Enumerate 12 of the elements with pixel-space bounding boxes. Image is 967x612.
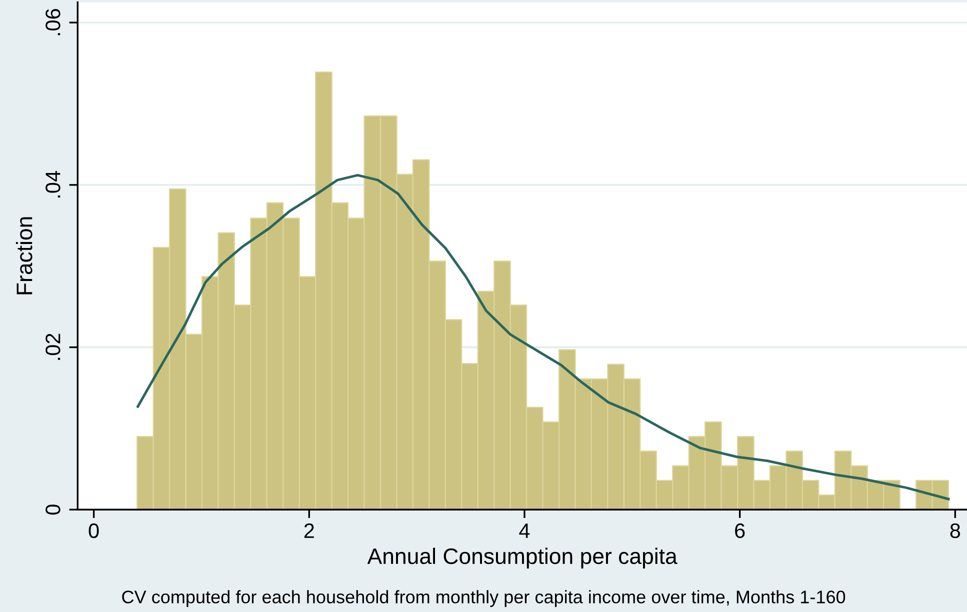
y-tick-label: .04 [46,171,60,198]
text: CV computed for each household from monthly per capita income over time, Months 1-160 [122,590,846,607]
x-tick-label: 0 [88,523,99,538]
x-axis-title: Annual Consumption per capita [367,548,678,568]
x-tick-label: 8 [950,523,960,538]
x-tick-label: 6 [735,523,745,538]
y-tick-label: .02 [46,334,60,360]
y-axis-title: Fraction [16,217,32,294]
y-tick-label: .06 [46,8,60,36]
x-tick-label: 4 [519,524,530,538]
y-tick-label: 0 [46,504,60,515]
x-tick-label: 2 [304,523,314,538]
